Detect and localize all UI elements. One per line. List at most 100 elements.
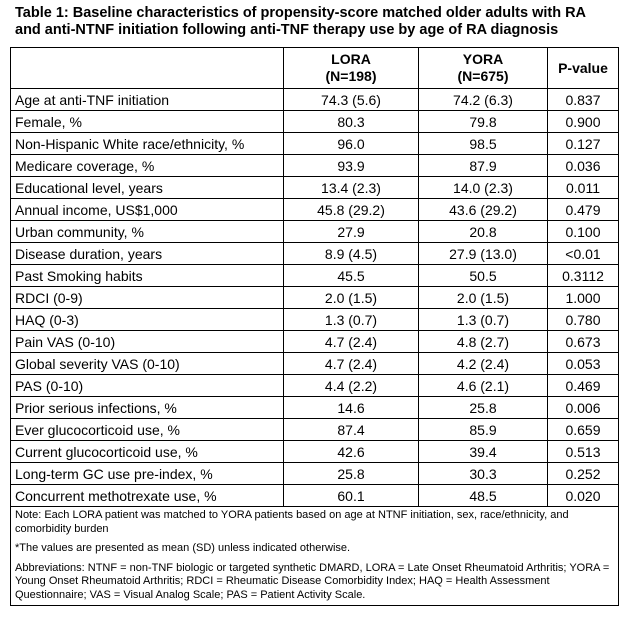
p-value: 1.000 [547,286,619,309]
table-row: Past Smoking habits 45.5 50.5 0.3112 [10,264,619,287]
yora-value: 14.0 (2.3) [418,176,548,199]
yora-value: 30.3 [418,462,548,485]
lora-value: 13.4 (2.3) [283,176,419,199]
row-label: Concurrent methotrexate use, % [10,484,284,507]
lora-value: 2.0 (1.5) [283,286,419,309]
p-value: 0.837 [547,88,619,111]
yora-value: 74.2 (6.3) [418,88,548,111]
lora-value: 87.4 [283,418,419,441]
row-label: Annual income, US$1,000 [10,198,284,221]
table-note: *The values are presented as mean (SD) u… [15,542,351,554]
lora-value: 45.8 (29.2) [283,198,419,221]
p-value: 0.100 [547,220,619,243]
p-value: 0.900 [547,110,619,133]
p-value: 0.3112 [547,264,619,287]
p-value: 0.479 [547,198,619,221]
table-row: Medicare coverage, % 93.9 87.9 0.036 [10,154,619,177]
yora-value: 20.8 [418,220,548,243]
yora-value: 39.4 [418,440,548,463]
yora-value: 98.5 [418,132,548,155]
p-value: 0.011 [547,176,619,199]
row-label: Non-Hispanic White race/ethnicity, % [10,132,284,155]
yora-value: 85.9 [418,418,548,441]
table-row: Non-Hispanic White race/ethnicity, % 96.0… [10,132,619,155]
row-label: Past Smoking habits [10,264,284,287]
table-notes: Note: Each LORA patient was matched to Y… [10,506,619,606]
table-row: RDCI (0-9) 2.0 (1.5) 2.0 (1.5) 1.000 [10,286,619,309]
table-row: Global severity VAS (0-10) 4.7 (2.4) 4.2 (… [10,352,619,375]
table-row: Urban community, % 27.9 20.8 0.100 [10,220,619,243]
yora-value: 50.5 [418,264,548,287]
row-label: Urban community, % [10,220,284,243]
row-label: Long-term GC use pre-index, % [10,462,284,485]
header-variable [10,47,284,89]
row-label: Prior serious infections, % [10,396,284,419]
header-lora-n: (N=198) [325,68,377,84]
row-label: Pain VAS (0-10) [10,330,284,353]
yora-value: 48.5 [418,484,548,507]
lora-value: 42.6 [283,440,419,463]
lora-value: 96.0 [283,132,419,155]
row-label: Current glucocorticoid use, % [10,440,284,463]
row-label: PAS (0-10) [10,374,284,397]
p-value: 0.252 [547,462,619,485]
p-value: 0.020 [547,484,619,507]
p-value: 0.659 [547,418,619,441]
p-value: 0.006 [547,396,619,419]
lora-value: 4.7 (2.4) [283,330,419,353]
lora-value: 80.3 [283,110,419,133]
table-note: Abbreviations: NTNF = non-TNF biologic o… [15,561,610,601]
p-value: 0.036 [547,154,619,177]
lora-value: 4.4 (2.2) [283,374,419,397]
lora-value: 74.3 (5.6) [283,88,419,111]
yora-value: 4.2 (2.4) [418,352,548,375]
table-row: Annual income, US$1,000 45.8 (29.2) 43.6 (… [10,198,619,221]
table-row: Educational level, years 13.4 (2.3) 14.0 (… [10,176,619,199]
table-row: Female, % 80.3 79.8 0.900 [10,110,619,133]
p-value: <0.01 [547,242,619,265]
header-lora: LORA (N=198) [283,47,419,89]
header-row: LORA (N=198) YORA (N=675) P-value [10,47,619,89]
yora-value: 4.8 (2.7) [418,330,548,353]
row-label: Ever glucocorticoid use, % [10,418,284,441]
yora-value: 4.6 (2.1) [418,374,548,397]
yora-value: 43.6 (29.2) [418,198,548,221]
lora-value: 4.7 (2.4) [283,352,419,375]
row-label: Female, % [10,110,284,133]
header-yora-n: (N=675) [457,68,509,84]
row-label: RDCI (0-9) [10,286,284,309]
lora-value: 1.3 (0.7) [283,308,419,331]
header-pvalue: P-value [547,47,619,89]
table-row: Current glucocorticoid use, % 42.6 39.4 0.5… [10,440,619,463]
lora-value: 25.8 [283,462,419,485]
p-value: 0.780 [547,308,619,331]
yora-value: 87.9 [418,154,548,177]
table-row: Prior serious infections, % 14.6 25.8 0.006 [10,396,619,419]
header-yora-label: YORA [462,51,504,67]
row-label: HAQ (0-3) [10,308,284,331]
lora-value: 8.9 (4.5) [283,242,419,265]
table-row: Age at anti-TNF initiation 74.3 (5.6) 74.2… [10,88,619,111]
yora-value: 79.8 [418,110,548,133]
yora-value: 25.8 [418,396,548,419]
yora-value: 2.0 (1.5) [418,286,548,309]
row-label: Age at anti-TNF initiation [10,88,284,111]
notes-row: Note: Each LORA patient was matched to Y… [10,506,619,606]
row-label: Global severity VAS (0-10) [10,352,284,375]
table-row: Long-term GC use pre-index, % 25.8 30.3 0.2… [10,462,619,485]
table-row: Pain VAS (0-10) 4.7 (2.4) 4.8 (2.7) 0.673 [10,330,619,353]
lora-value: 93.9 [283,154,419,177]
p-value: 0.513 [547,440,619,463]
table-row: Disease duration, years 8.9 (4.5) 27.9 (13… [10,242,619,265]
header-yora: YORA (N=675) [418,47,548,89]
table-note: Note: Each LORA patient was matched to Y… [15,509,569,535]
lora-value: 45.5 [283,264,419,287]
row-label: Disease duration, years [10,242,284,265]
row-label: Medicare coverage, % [10,154,284,177]
lora-value: 27.9 [283,220,419,243]
baseline-characteristics-table: LORA (N=198) YORA (N=675) P-value Age at… [10,47,619,606]
table-title: Table 1: Baseline characteristics of pro… [15,5,586,38]
row-label: Educational level, years [10,176,284,199]
yora-value: 27.9 (13.0) [418,242,548,265]
p-value: 0.127 [547,132,619,155]
